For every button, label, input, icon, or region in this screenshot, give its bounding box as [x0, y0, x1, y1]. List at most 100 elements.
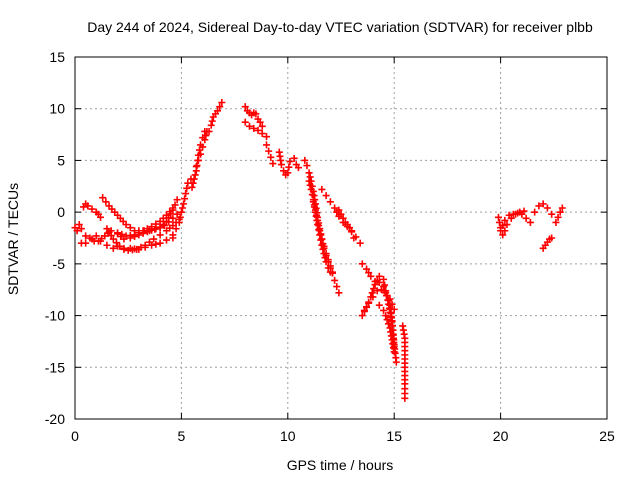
- data-point: [335, 289, 343, 297]
- data-point: [169, 231, 177, 239]
- data-point: [277, 161, 285, 169]
- data-point: [148, 223, 156, 231]
- data-point: [373, 276, 381, 284]
- data-point: [135, 229, 143, 237]
- y-tick-label: 10: [49, 101, 65, 117]
- data-point: [370, 285, 378, 293]
- data-point: [169, 204, 177, 212]
- data-point: [191, 171, 199, 179]
- data-point: [319, 245, 327, 253]
- data-point: [269, 160, 277, 168]
- data-point: [363, 265, 371, 273]
- data-point: [103, 241, 111, 249]
- data-point: [82, 239, 90, 247]
- data-point: [305, 169, 313, 177]
- data-point: [307, 185, 315, 193]
- data-point: [385, 320, 393, 328]
- data-point: [348, 227, 356, 235]
- data-point: [126, 224, 134, 232]
- y-tick-label: 15: [49, 49, 65, 65]
- series-arc-29: [531, 200, 556, 218]
- data-point: [145, 238, 153, 246]
- data-point: [189, 179, 197, 187]
- data-point: [177, 208, 185, 216]
- series-arc-8: [169, 175, 195, 239]
- data-point: [152, 240, 160, 248]
- data-point: [390, 348, 398, 356]
- data-point: [363, 303, 371, 311]
- data-point: [392, 358, 400, 366]
- data-point: [207, 121, 215, 129]
- data-point: [371, 281, 379, 289]
- data-point: [331, 276, 339, 284]
- data-point: [318, 185, 326, 193]
- data-point: [522, 214, 530, 222]
- series-arc-15: [275, 148, 294, 179]
- series-arc-26: [399, 322, 409, 402]
- data-point: [505, 211, 513, 219]
- y-tick-label: 0: [57, 204, 65, 220]
- data-point: [382, 287, 390, 295]
- data-point: [181, 195, 189, 203]
- series-arc-6: [103, 215, 183, 254]
- data-point: [114, 229, 122, 237]
- data-point: [250, 124, 258, 132]
- data-point: [75, 221, 83, 229]
- data-point: [308, 191, 316, 199]
- data-point: [208, 117, 216, 125]
- data-point: [497, 227, 505, 235]
- data-point: [381, 281, 389, 289]
- data-point: [254, 126, 262, 134]
- data-point: [82, 232, 90, 240]
- data-point: [315, 226, 323, 234]
- data-point: [310, 203, 318, 211]
- grid-lines: [75, 57, 607, 419]
- data-point: [131, 231, 139, 239]
- data-point: [241, 118, 249, 126]
- data-point: [539, 200, 547, 208]
- data-point: [318, 235, 326, 243]
- data-point: [263, 141, 271, 149]
- data-point: [133, 245, 141, 253]
- data-point: [543, 204, 551, 212]
- x-axis-label: GPS time / hours: [287, 457, 394, 473]
- data-point: [316, 231, 324, 239]
- data-point: [152, 220, 160, 228]
- y-tick-label: -20: [45, 411, 65, 427]
- data-point: [176, 213, 184, 221]
- series-arc-21: [335, 206, 364, 247]
- data-point: [360, 307, 368, 315]
- data-point: [109, 244, 117, 252]
- data-point: [183, 184, 191, 192]
- data-point: [358, 312, 366, 320]
- x-tick-label: 5: [178, 428, 186, 444]
- data-point: [380, 306, 388, 314]
- data-point: [163, 236, 171, 244]
- data-point: [499, 222, 507, 230]
- data-point: [86, 234, 94, 242]
- data-point: [321, 254, 329, 262]
- data-point: [73, 227, 81, 235]
- data-point: [265, 147, 273, 155]
- data-point: [182, 190, 190, 198]
- y-tick-label: -5: [53, 256, 66, 272]
- data-point: [109, 235, 117, 243]
- data-point: [322, 192, 330, 200]
- data-point: [324, 264, 332, 272]
- data-point: [218, 99, 226, 107]
- data-point: [77, 225, 85, 233]
- data-point: [156, 231, 164, 239]
- data-point: [518, 210, 526, 218]
- data-point: [192, 163, 200, 171]
- data-point: [88, 205, 96, 213]
- ticks: 0 5 10 15 20 25 -20 -15 -10 -5 0 5 10 15: [45, 49, 615, 444]
- data-point: [143, 225, 151, 233]
- series-arc-12: [241, 103, 266, 130]
- data-point: [356, 239, 364, 247]
- series-arc-30: [539, 234, 556, 252]
- data-point: [194, 156, 202, 164]
- data-point: [339, 214, 347, 222]
- data-point: [503, 221, 511, 229]
- data-point: [514, 209, 522, 217]
- data-point: [382, 312, 390, 320]
